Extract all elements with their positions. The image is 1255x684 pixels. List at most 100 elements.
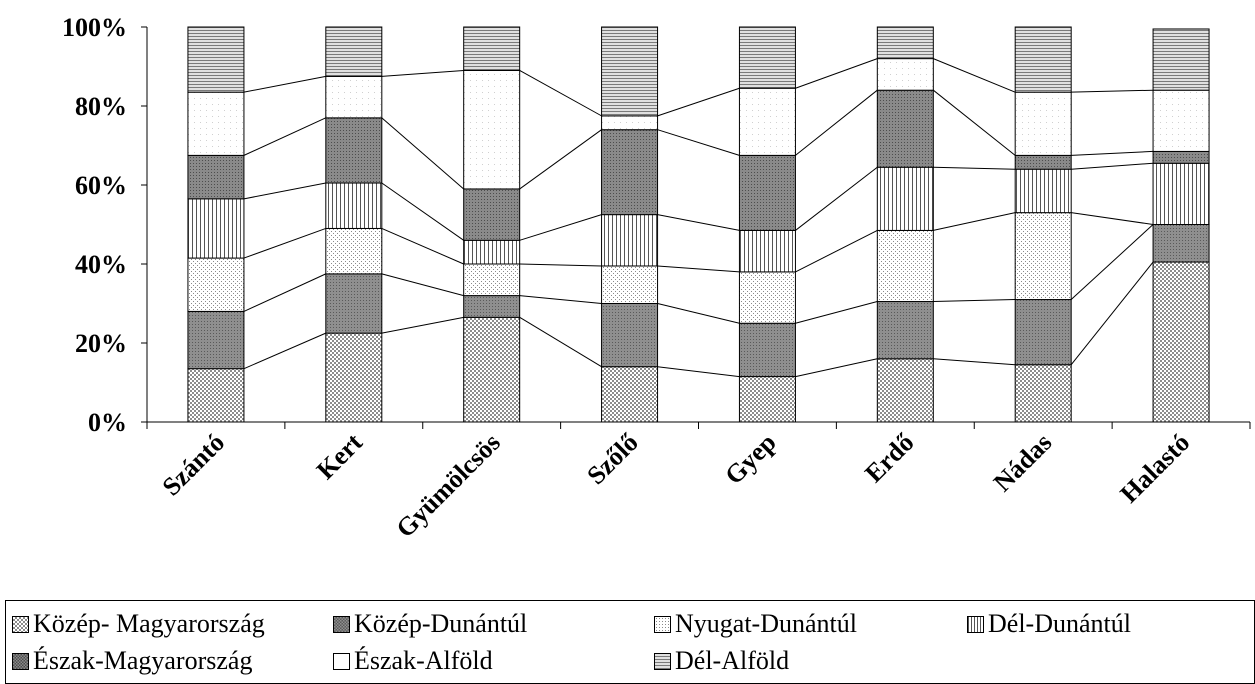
bar-segment: [738, 26, 796, 89]
series-connector-line: [795, 166, 878, 231]
series-connector-line: [243, 332, 327, 370]
legend-label: Dél-Alföld: [675, 646, 790, 675]
bar-segment: [1152, 28, 1210, 91]
y-tick-label: 40%: [75, 250, 127, 279]
series-connector-line: [519, 70, 602, 117]
bar-segment: [876, 229, 934, 303]
series-connector-line: [381, 273, 464, 297]
series-connector-line: [381, 182, 464, 241]
x-tick-label: Gyep: [719, 428, 781, 490]
bar-segment: [1014, 299, 1072, 366]
bar-segment: [738, 154, 796, 231]
bar-segment: [325, 182, 383, 229]
series-connector-line: [243, 227, 326, 259]
bar-segment: [463, 239, 521, 265]
x-tick-label: Kert: [311, 427, 368, 484]
series-connector-line: [933, 212, 1016, 231]
bar-segment: [187, 26, 245, 93]
bar-segment: [1152, 261, 1210, 423]
bar-segment: [876, 166, 934, 231]
plot-area: 0% 20% 40% 60% 80% 100% Szántó Kert Gyümölcsös Sz…: [62, 13, 1251, 544]
y-tick-label: 100%: [62, 13, 127, 42]
legend-label: Észak-Alföld: [354, 646, 493, 675]
x-tick-label: Gyümölcsös: [390, 428, 506, 544]
series-connector-line: [933, 89, 1016, 156]
bar-segment: [876, 358, 934, 423]
bar-segment: [601, 214, 659, 267]
legend-item-kozep-magyarorszag: Közép- Magyarország: [12, 607, 265, 641]
bar-segment: [187, 310, 245, 370]
series-connector-line: [657, 129, 740, 156]
bar-segment: [325, 273, 383, 334]
bar-segment: [1014, 154, 1072, 170]
series-connector-line: [657, 303, 740, 324]
series-connector-line: [243, 182, 326, 200]
legend-item-eszak-alfold: Észak-Alföld: [333, 644, 493, 678]
bar-segment: [601, 265, 659, 305]
series-connector-line: [795, 58, 878, 89]
series-connector-line: [243, 117, 327, 156]
y-tick-label: 20%: [75, 329, 127, 358]
chart: 0% 20% 40% 60% 80% 100% Szántó Kert Gyümölcsös Sz…: [62, 13, 1251, 544]
series-connector-line: [381, 117, 465, 190]
bar-segment: [463, 69, 521, 190]
bar-segment: [876, 58, 934, 91]
bar-segment: [187, 198, 245, 259]
series-connector-line: [795, 301, 878, 324]
bar-segment: [325, 117, 383, 184]
series-connector-line: [657, 265, 740, 273]
legend-swatch: [12, 615, 29, 633]
legend-label: Nyugat-Dunántúl: [675, 609, 857, 638]
legend-label: Közép- Magyarország: [33, 609, 265, 638]
bar-segment: [463, 263, 521, 297]
series-connector-line: [795, 229, 878, 273]
legend-item-del-alfold: Dél-Alföld: [654, 644, 789, 678]
bar-segment: [1014, 364, 1072, 423]
bar-segment: [601, 115, 659, 131]
legend-item-nyugat-dunantul: Nyugat-Dunántúl: [654, 607, 857, 641]
series-connector-line: [243, 273, 327, 312]
series-connector-line: [1071, 162, 1154, 170]
series-connector-line: [657, 366, 740, 378]
series-connector-line: [1071, 150, 1154, 156]
bar-segment: [601, 366, 659, 423]
bar-segment: [876, 26, 934, 60]
bar-segment: [463, 295, 521, 318]
legend-swatch: [333, 652, 350, 670]
series-connector-line: [657, 214, 740, 231]
series-connector-line: [381, 69, 464, 77]
series-connector-line: [1071, 89, 1154, 93]
bar-segment: [601, 303, 659, 368]
bar-segment: [325, 26, 383, 77]
bar-segment: [738, 271, 796, 324]
legend-swatch: [654, 652, 671, 670]
bar-segment: [738, 376, 796, 423]
legend-item-del-dunantul: Dél-Dunántúl: [967, 607, 1131, 641]
bar-segment: [601, 26, 659, 117]
bar-segment: [1014, 212, 1072, 301]
bar-segment: [738, 87, 796, 156]
legend: Közép- Magyarország Közép-Dunántúl Nyuga…: [5, 600, 1255, 684]
bar-segment: [463, 316, 521, 423]
series-connector-line: [519, 214, 602, 241]
bar-segment: [601, 129, 659, 216]
bar-segment: [1014, 91, 1072, 156]
bar-segment: [738, 229, 796, 273]
legend-swatch: [333, 615, 350, 633]
bar-segment: [876, 301, 934, 360]
legend-swatch: [12, 652, 29, 670]
legend-item-eszak-magyarorszag: Észak-Magyarország: [12, 644, 252, 678]
bar-segment: [876, 89, 934, 168]
legend-swatch: [967, 615, 984, 633]
legend-label: Dél-Dunántúl: [988, 609, 1131, 638]
series-connector-line: [933, 58, 1016, 93]
bar-segment: [325, 227, 383, 275]
x-tick-label: Szőlő: [581, 428, 643, 490]
bar-segment: [738, 322, 796, 378]
x-tick-label: Halastó: [1115, 428, 1196, 509]
legend-label: Közép-Dunántúl: [354, 609, 528, 638]
bar-segment: [1014, 26, 1072, 93]
bar-segment: [1152, 162, 1210, 225]
bar-segment: [187, 91, 245, 156]
series-connector-line: [933, 358, 1016, 366]
